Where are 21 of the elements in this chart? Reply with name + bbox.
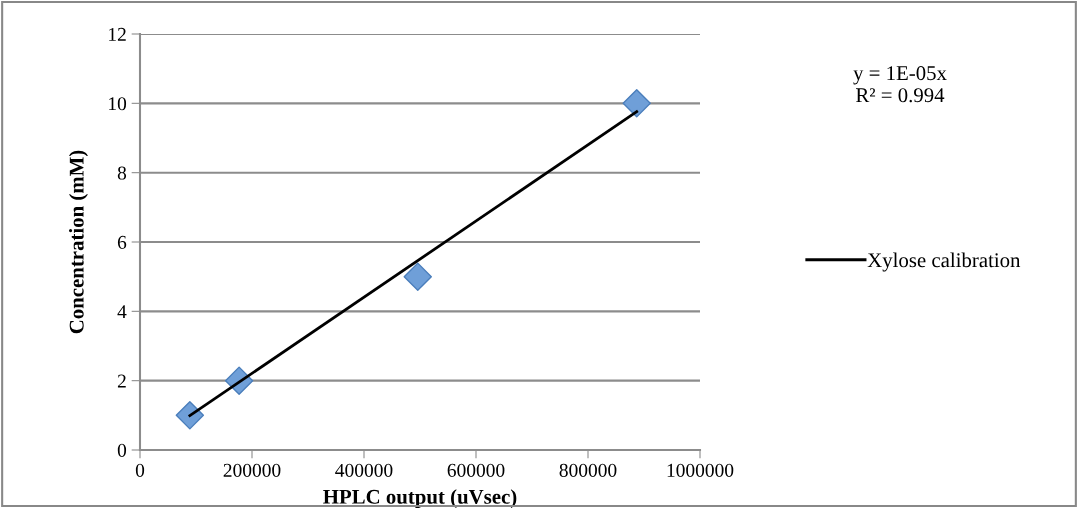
y-axis-title: Concentration (mM): [69, 150, 88, 334]
y-tick-label: 0: [117, 443, 127, 457]
legend-label: Xylose calibration: [867, 252, 1021, 272]
x-tick-label: 800000: [559, 463, 617, 477]
x-tick-label: 400000: [335, 463, 393, 477]
x-axis-title: HPLC output (uVsec): [323, 489, 517, 508]
point: [403, 262, 432, 291]
y-tick-label: 2: [117, 374, 126, 388]
y-tick-label: 6: [117, 235, 127, 249]
text: R² = 0.994: [856, 88, 945, 103]
x-tick-label: 200000: [223, 463, 281, 477]
point: [622, 89, 651, 118]
y-tick-label: 10: [109, 97, 127, 111]
x-tick-label: 1000000: [667, 463, 734, 477]
y-tick-label: 4: [117, 305, 127, 319]
y-tick-label: 8: [117, 166, 127, 180]
text: y = 1E-05x: [853, 66, 947, 85]
x-tick-label: 0: [135, 463, 145, 477]
x-tick-label: 600000: [447, 463, 505, 477]
point: [175, 401, 205, 430]
y-tick-label: 12: [109, 27, 126, 41]
